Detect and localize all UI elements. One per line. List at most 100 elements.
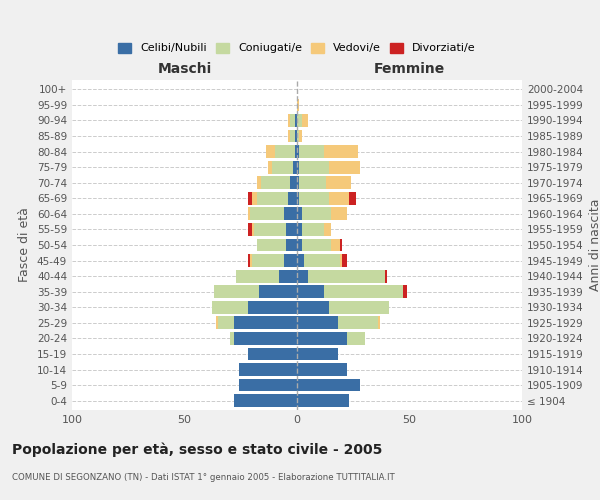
Legend: Celibi/Nubili, Coniugati/e, Vedovi/e, Divorziati/e: Celibi/Nubili, Coniugati/e, Vedovi/e, Di… [115, 40, 479, 57]
Bar [297, 130, 299, 142]
Bar [236, 270, 279, 282]
Bar [286, 223, 297, 236]
Bar [257, 192, 288, 204]
Bar [324, 223, 331, 236]
Bar [297, 332, 347, 345]
Bar [342, 254, 347, 267]
Bar [297, 145, 299, 158]
Bar [302, 208, 331, 220]
Bar [331, 238, 340, 252]
Bar [214, 286, 259, 298]
Bar [297, 394, 349, 407]
Bar [290, 176, 297, 189]
Bar [297, 114, 302, 127]
Bar [252, 192, 257, 204]
Bar [295, 145, 297, 158]
Bar [324, 286, 403, 298]
Bar [340, 238, 342, 252]
Bar [288, 192, 297, 204]
Bar [279, 270, 297, 282]
Bar [299, 161, 329, 173]
Bar [297, 316, 337, 329]
Bar [216, 316, 218, 329]
Bar [297, 176, 299, 189]
Bar [299, 130, 302, 142]
Bar [326, 176, 351, 189]
Bar [329, 301, 389, 314]
Bar [297, 223, 302, 236]
Bar [254, 223, 286, 236]
Bar [304, 254, 340, 267]
Bar [297, 270, 308, 282]
Y-axis label: Anni di nascita: Anni di nascita [589, 198, 600, 291]
Bar [308, 270, 385, 282]
Bar [248, 208, 250, 220]
Bar [297, 192, 299, 204]
Bar [403, 286, 407, 298]
Bar [290, 114, 295, 127]
Bar [378, 316, 380, 329]
Bar [234, 316, 297, 329]
Bar [239, 378, 297, 392]
Bar [297, 348, 337, 360]
Bar [248, 301, 297, 314]
Bar [286, 238, 297, 252]
Bar [297, 363, 347, 376]
Bar [329, 192, 349, 204]
Bar [347, 332, 365, 345]
Bar [385, 270, 387, 282]
Y-axis label: Fasce di età: Fasce di età [19, 208, 31, 282]
Bar [248, 192, 252, 204]
Bar [299, 145, 324, 158]
Text: Maschi: Maschi [157, 62, 212, 76]
Bar [250, 208, 284, 220]
Bar [299, 176, 326, 189]
Bar [218, 316, 234, 329]
Bar [234, 332, 297, 345]
Bar [248, 254, 250, 267]
Bar [302, 223, 324, 236]
Bar [337, 316, 378, 329]
Bar [250, 254, 252, 267]
Bar [252, 254, 284, 267]
Bar [302, 114, 308, 127]
Text: Femmine: Femmine [374, 62, 445, 76]
Bar [340, 254, 342, 267]
Bar [257, 238, 286, 252]
Bar [272, 161, 293, 173]
Bar [261, 176, 290, 189]
Bar [295, 114, 297, 127]
Bar [299, 192, 329, 204]
Bar [268, 161, 272, 173]
Bar [288, 130, 290, 142]
Bar [284, 254, 297, 267]
Bar [257, 176, 261, 189]
Bar [275, 145, 295, 158]
Text: COMUNE DI SEGONZANO (TN) - Dati ISTAT 1° gennaio 2005 - Elaborazione TUTTITALIA.: COMUNE DI SEGONZANO (TN) - Dati ISTAT 1°… [12, 472, 395, 482]
Bar [329, 161, 360, 173]
Bar [259, 286, 297, 298]
Bar [297, 238, 302, 252]
Bar [297, 286, 324, 298]
Bar [349, 192, 355, 204]
Bar [331, 208, 347, 220]
Bar [297, 301, 329, 314]
Bar [248, 348, 297, 360]
Bar [324, 145, 358, 158]
Bar [229, 332, 234, 345]
Bar [265, 145, 275, 158]
Bar [297, 98, 299, 112]
Bar [302, 238, 331, 252]
Bar [295, 130, 297, 142]
Bar [248, 223, 252, 236]
Bar [297, 161, 299, 173]
Bar [239, 363, 297, 376]
Bar [288, 114, 290, 127]
Bar [297, 378, 360, 392]
Bar [252, 223, 254, 236]
Bar [284, 208, 297, 220]
Bar [293, 161, 297, 173]
Text: Popolazione per età, sesso e stato civile - 2005: Popolazione per età, sesso e stato civil… [12, 442, 382, 457]
Bar [297, 208, 302, 220]
Bar [234, 394, 297, 407]
